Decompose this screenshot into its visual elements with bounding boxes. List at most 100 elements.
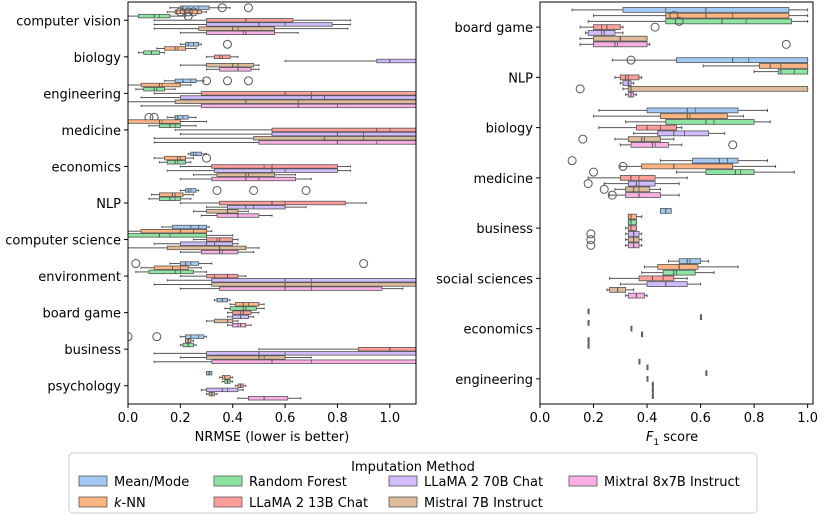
f1-box-mistral-7b-instruct-nlp	[575, 84, 809, 94]
nrmse-box-llama-2-13b-chat-environment	[179, 273, 247, 279]
iqr-box	[627, 219, 637, 226]
nrmse-box-llama-2-70b-chat-board-game	[226, 314, 255, 319]
f1-box-k-nn-business	[627, 213, 643, 220]
iqr-box	[619, 175, 656, 181]
f1-box-mistral-7b-instruct-economics	[587, 337, 590, 343]
nrmse-x-tick-label: 1.0	[379, 411, 400, 426]
outlier-point	[249, 185, 259, 195]
nrmse-box-random-forest-computer-vision	[128, 11, 193, 21]
iqr-box	[635, 124, 677, 131]
iqr-box	[777, 68, 809, 75]
f1-category-label: NLP	[508, 71, 533, 86]
nrmse-box-mixtral-8x7b-instruct-computer-vision	[179, 30, 299, 35]
nrmse-box-k-nn-board-game	[229, 302, 265, 307]
iqr-box	[627, 213, 637, 220]
outlier-point	[583, 179, 593, 189]
iqr-box	[271, 127, 416, 133]
iqr-box	[159, 192, 184, 197]
legend-label: k-NN	[114, 496, 146, 511]
nrmse-box-mistral-7b-instruct-medicine	[153, 136, 416, 141]
iqr-box	[627, 86, 809, 92]
f1-box-mistral-7b-instruct-social-sciences	[606, 287, 635, 293]
f1-box-mean-mode-engineering	[638, 358, 641, 365]
outlier-point	[607, 190, 617, 200]
nrmse-box-random-forest-economics	[158, 160, 192, 165]
nrmse-panel: computer vision biology engineering medicin…	[5, 1, 417, 426]
nrmse-box-mixtral-8x7b-instruct-biology	[206, 67, 260, 72]
legend-entry-k-nn: k-NN	[78, 496, 146, 511]
iqr-box	[172, 224, 207, 230]
f1-box-mean-mode-board-game	[571, 7, 809, 13]
f1-box-random-forest-biology	[625, 119, 771, 125]
iqr-box	[676, 57, 809, 63]
f1-box-mean-mode-economics	[587, 308, 590, 315]
f1-box-llama-2-13b-chat-business	[625, 225, 637, 231]
legend-label: Mistral 7B Instruct	[424, 496, 543, 511]
nrmse-box-llama-2-70b-chat-psychology	[200, 387, 244, 393]
iqr-box	[271, 131, 416, 137]
nrmse-box-llama-2-13b-chat-computer-vision	[153, 18, 352, 23]
nrmse-box-mean-mode-psychology	[206, 371, 213, 376]
nrmse-x-tick-label: 0.4	[222, 411, 243, 426]
iqr-box	[140, 82, 181, 88]
nrmse-box-mixtral-8x7b-instruct-engineering	[140, 103, 416, 109]
iqr-box	[227, 205, 286, 210]
f1-box-llama-2-13b-chat-board-game	[579, 22, 660, 32]
f1-box-mixtral-8x7b-instruct-board-game	[579, 39, 791, 49]
nrmse-box-mixtral-8x7b-instruct-board-game	[226, 322, 252, 328]
iqr-box	[140, 229, 207, 234]
f1-box-mixtral-8x7b-instruct-engineering	[651, 393, 654, 399]
outlier-point	[567, 156, 577, 166]
f1-box-mixtral-8x7b-instruct-social-sciences	[625, 292, 648, 299]
nrmse-plot-area	[128, 3, 416, 401]
nrmse-category-label: business	[64, 343, 121, 358]
nrmse-box-llama-2-13b-chat-business	[258, 347, 416, 352]
iqr-box	[232, 322, 247, 328]
f1-box-llama-2-70b-chat-medicine	[583, 179, 680, 189]
nrmse-box-mistral-7b-instruct-economics	[192, 172, 297, 177]
f1-box-random-forest-economics	[587, 320, 590, 326]
nrmse-box-llama-2-70b-chat-environment	[166, 278, 416, 283]
nrmse-box-k-nn-computer-science	[128, 229, 213, 234]
iqr-box	[179, 261, 200, 266]
outlier-point	[589, 167, 599, 177]
nrmse-x-tick-label: 0.6	[275, 411, 296, 426]
iqr-box	[248, 396, 289, 401]
nrmse-category-label: biology	[74, 51, 122, 66]
iqr-box	[232, 310, 252, 315]
nrmse-x-tick-label: 0.0	[118, 411, 139, 426]
nrmse-box-mean-mode-business	[128, 332, 208, 342]
nrmse-category-label: computer science	[5, 234, 121, 249]
nrmse-box-mixtral-8x7b-instruct-medicine	[153, 140, 416, 145]
iqr-box	[206, 209, 239, 214]
legend-entry-mixtral-8x7b-instruct: Mixtral 8x7B Instruct	[568, 475, 740, 490]
outlier-point	[575, 84, 585, 94]
f1-box-llama-2-70b-chat-biology	[633, 130, 726, 137]
iqr-box	[646, 281, 688, 287]
iqr-box	[253, 136, 416, 141]
outlier-point	[202, 153, 212, 163]
f1-x-tick-label: 0.0	[530, 411, 551, 426]
iqr-box	[153, 265, 189, 270]
f1-frame	[539, 1, 814, 405]
nrmse-box-random-forest-medicine	[148, 123, 197, 128]
iqr-box	[619, 74, 640, 81]
legend-entry-llama-2-70b-chat: LLaMA 2 70B Chat	[388, 475, 543, 490]
nrmse-box-llama-2-13b-chat-medicine	[174, 127, 416, 133]
nrmse-box-mistral-7b-instruct-business	[179, 355, 312, 360]
nrmse-category-label: economics	[52, 160, 122, 175]
f1-category-label: business	[476, 222, 533, 237]
nrmse-box-mixtral-8x7b-instruct-economics	[179, 176, 312, 182]
f1-box-mean-mode-social-sciences	[667, 258, 710, 264]
f1-box-k-nn-nlp	[702, 63, 809, 69]
f1-box-k-nn-economics	[700, 314, 702, 320]
f1-box-mean-mode-nlp	[611, 55, 809, 65]
legend-swatch	[388, 496, 418, 508]
nrmse-box-mistral-7b-instruct-computer-vision	[153, 26, 349, 31]
outlier-point	[212, 185, 222, 195]
legend-entry-llama-2-13b-chat: LLaMA 2 13B Chat	[213, 496, 368, 511]
iqr-box	[662, 269, 696, 276]
iqr-box	[185, 334, 205, 339]
legend-entry-mean-mode: Mean/Mode	[78, 475, 189, 490]
f1-box-mistral-7b-instruct-biology	[578, 134, 675, 144]
